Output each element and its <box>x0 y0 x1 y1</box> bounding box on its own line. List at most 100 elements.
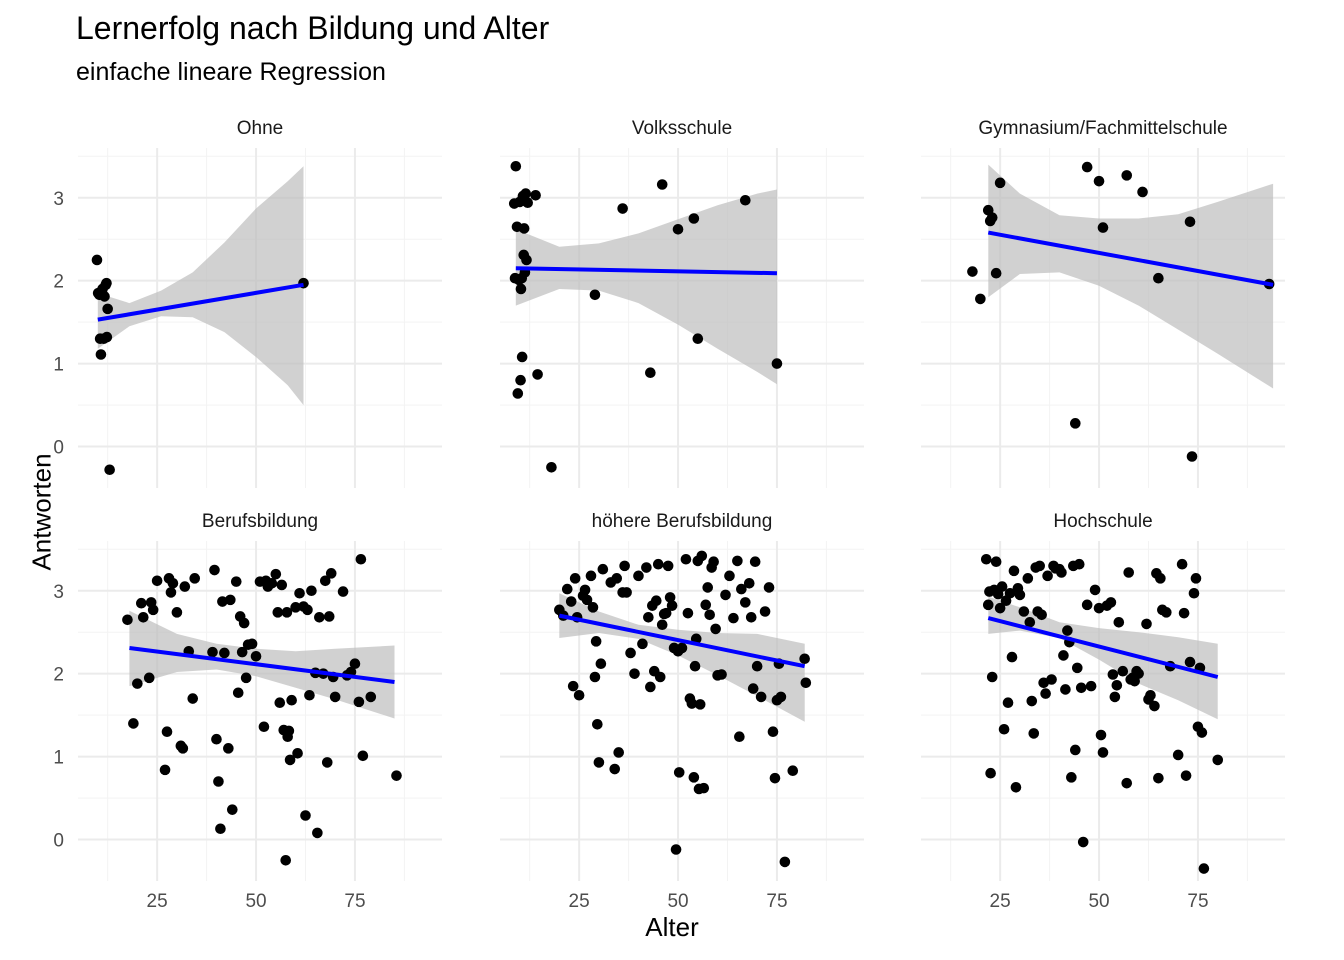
data-point <box>189 573 201 584</box>
data-point <box>1186 451 1198 462</box>
data-point <box>664 592 676 603</box>
data-point <box>800 677 812 689</box>
data-point <box>994 602 1006 614</box>
data-point <box>692 333 704 345</box>
data-point <box>975 293 986 305</box>
confidence-band <box>988 164 1274 389</box>
data-point <box>609 763 621 775</box>
data-point <box>688 213 700 224</box>
data-point <box>1062 625 1073 636</box>
x-axis-label: Alter <box>645 912 699 942</box>
data-point <box>590 636 602 647</box>
data-point <box>698 782 710 794</box>
data-point <box>769 772 781 784</box>
data-point <box>767 726 779 738</box>
chart-subtitle: einfache lineare Regression <box>76 58 386 86</box>
data-point <box>585 570 597 582</box>
data-point <box>304 689 315 701</box>
data-point <box>771 358 783 369</box>
data-point <box>357 750 369 762</box>
data-point <box>1024 616 1036 628</box>
data-point <box>763 582 775 593</box>
data-point <box>611 573 623 584</box>
data-point <box>337 586 349 597</box>
data-point <box>1188 587 1200 599</box>
data-point <box>666 600 678 611</box>
facet-panel: Hochschule 25 50 75 <box>921 511 1285 912</box>
data-point <box>1153 772 1164 784</box>
data-point <box>1111 679 1123 691</box>
data-point <box>689 660 701 672</box>
data-point <box>147 604 159 616</box>
data-point <box>654 671 666 683</box>
data-point <box>294 587 305 599</box>
data-point <box>787 765 799 777</box>
data-point <box>122 614 133 626</box>
data-point <box>1105 597 1117 608</box>
data-point <box>349 658 361 670</box>
data-point <box>286 694 297 706</box>
data-point <box>613 747 624 758</box>
data-point <box>187 693 199 704</box>
regression-line <box>515 266 777 276</box>
data-point <box>581 594 593 606</box>
y-tick-label: 0 <box>53 831 64 852</box>
facet-label: Gymnasium/Fachmittelschule <box>978 118 1227 139</box>
data-point <box>159 764 171 776</box>
data-point <box>520 188 532 199</box>
data-point <box>101 331 113 343</box>
data-point <box>1026 695 1038 707</box>
data-point <box>708 556 719 568</box>
data-point <box>217 596 228 607</box>
y-tick-label: 1 <box>53 748 64 769</box>
data-point <box>132 678 143 689</box>
data-point <box>1010 781 1022 793</box>
data-point <box>986 212 998 223</box>
data-point <box>641 562 652 573</box>
data-point <box>1075 682 1087 694</box>
data-point <box>1121 777 1133 789</box>
data-point <box>1066 772 1077 783</box>
data-point <box>743 577 755 589</box>
data-point <box>662 560 674 572</box>
facet-panel: Volksschule <box>500 118 864 488</box>
data-point <box>1145 689 1156 701</box>
data-point <box>177 743 189 754</box>
data-point <box>779 856 791 868</box>
data-point <box>161 726 173 738</box>
y-tick-label: 2 <box>53 665 64 686</box>
data-point <box>1097 747 1109 758</box>
data-point <box>1036 609 1047 621</box>
regression-line <box>558 613 806 669</box>
data-point <box>1042 570 1053 582</box>
data-point <box>980 553 992 565</box>
data-point <box>967 266 978 277</box>
data-point <box>998 723 1010 735</box>
data-point <box>621 587 632 598</box>
data-point <box>530 189 541 201</box>
data-point <box>1070 744 1081 756</box>
data-point <box>595 658 607 670</box>
data-point <box>749 556 761 568</box>
data-point <box>1123 567 1135 578</box>
data-point <box>276 579 288 591</box>
data-point <box>676 642 688 654</box>
data-point <box>1153 272 1164 284</box>
data-point <box>670 844 682 855</box>
data-point <box>302 604 313 616</box>
data-point <box>625 647 636 659</box>
data-point <box>593 757 605 768</box>
data-point <box>1176 558 1188 570</box>
data-point <box>272 607 284 618</box>
data-point <box>1190 573 1202 584</box>
data-point <box>209 564 220 576</box>
data-point <box>323 611 335 622</box>
data-point <box>270 568 282 580</box>
confidence-band <box>515 189 777 385</box>
data-point <box>567 680 579 692</box>
data-point <box>1046 674 1057 685</box>
data-point <box>365 691 377 703</box>
data-point <box>589 289 601 301</box>
data-point <box>982 599 994 611</box>
data-point <box>281 607 293 618</box>
